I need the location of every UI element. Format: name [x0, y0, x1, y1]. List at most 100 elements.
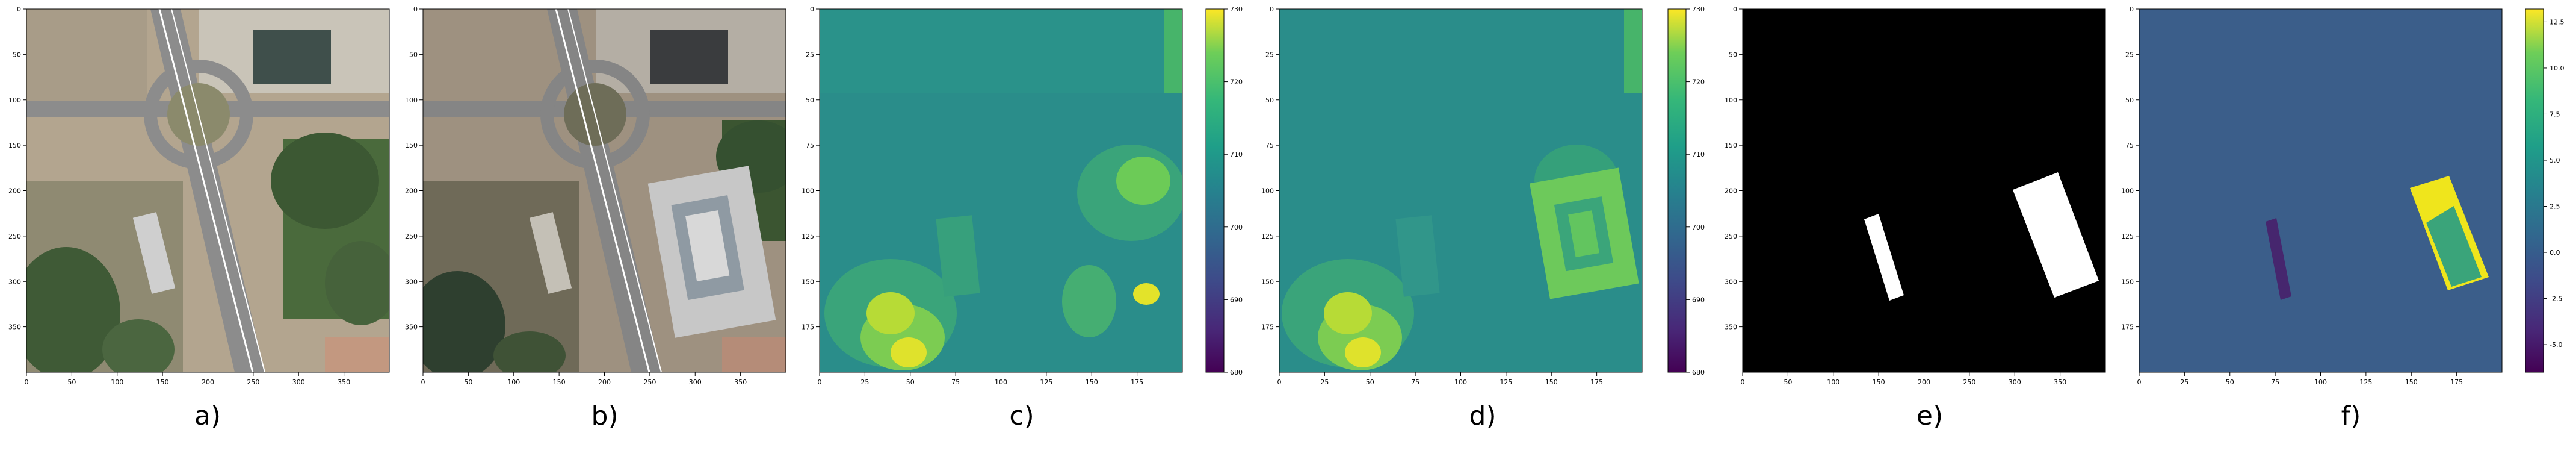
- panel-c-xtick-label: 75: [951, 378, 960, 386]
- panel-e-xtick-label: 250: [1963, 378, 1975, 386]
- panel-e-xtick-label: 150: [1873, 378, 1885, 386]
- panel-c-ytick-label: 50: [806, 96, 814, 104]
- panel-c-colorbar-label: 700: [1230, 223, 1243, 231]
- panel-e-ytick-label: 350: [1725, 323, 1737, 331]
- panel-e-xtick-label: 100: [1827, 378, 1839, 386]
- panel-b-axes: 0 50 100 150 200 250 300 350 0 50 100 150 200 250 300 3…: [405, 5, 747, 386]
- panel-d-colorbar-label: 710: [1692, 151, 1705, 158]
- panel-c-colorbar-label: 710: [1230, 151, 1243, 158]
- panel-f-colorbar-label: 10.0: [2550, 64, 2565, 72]
- panel-f-ytick-label: 175: [2121, 323, 2134, 331]
- panel-b-xtick-label: 300: [689, 378, 702, 386]
- panel-a-xtick-label: 50: [67, 378, 76, 386]
- panel-d-ytick-label: 125: [1261, 233, 1274, 240]
- panel-c-xtick-label: 50: [906, 378, 915, 386]
- panel-d-ytick-label: 0: [1270, 5, 1274, 13]
- panel-e-caption: e): [1917, 401, 1943, 431]
- panel-b-xtick-label: 200: [598, 378, 611, 386]
- panel-d-xtick-label: 75: [1411, 378, 1419, 386]
- panel-b-xtick-label: 50: [464, 378, 472, 386]
- panel-a-xtick-label: 200: [202, 378, 214, 386]
- panel-f-axes: 0 25 50 75 100 125 150 175 0 25 50 75 100 125 150 175: [2121, 5, 2463, 386]
- panel-d-ytick-label: 25: [1265, 51, 1274, 58]
- panel-f-colorbar-label: 0.0: [2550, 249, 2560, 257]
- panel-a-ytick-label: 50: [13, 51, 21, 58]
- panel-c-colorbar-label: 730: [1230, 5, 1243, 13]
- panel-a-xtick-label: 0: [25, 378, 29, 386]
- panel-d-colorbar-label: 700: [1692, 223, 1705, 231]
- panel-c-ytick-label: 150: [802, 278, 814, 286]
- panel-d-ytick-label: 50: [1265, 96, 1274, 104]
- panel-d-ytick-label: 150: [1261, 278, 1274, 286]
- panel-c-ytick-label: 175: [802, 323, 814, 331]
- panel-d-ytick-label: 75: [1265, 142, 1274, 149]
- panel-f-image: [2139, 9, 2502, 372]
- panel-a-ytick-label: 300: [8, 278, 21, 286]
- panel-e-ytick-label: 150: [1725, 142, 1737, 149]
- panel-b-ytick-label: 200: [405, 187, 418, 195]
- panel-e-image: [1743, 9, 2105, 372]
- panel-f-ytick-label: 100: [2121, 187, 2134, 195]
- panel-d-xtick-label: 175: [1590, 378, 1603, 386]
- panel-d-image: [1279, 9, 1642, 372]
- panel-f-ytick-label: 150: [2121, 278, 2134, 286]
- panel-e-ytick-label: 300: [1725, 278, 1737, 286]
- panel-d-ytick-label: 175: [1261, 323, 1274, 331]
- panel-c-xtick-label: 25: [860, 378, 869, 386]
- panel-f-colorbar-label: 5.0: [2550, 157, 2560, 164]
- panel-a-ytick-label: 100: [8, 96, 21, 104]
- panel-d-colorbar-label: 720: [1692, 78, 1705, 86]
- panel-b-xtick-label: 0: [421, 378, 425, 386]
- panel-a-image: [26, 9, 389, 372]
- panel-b-ytick-label: 350: [405, 323, 418, 331]
- panel-d-colorbar-ticks: 730 720 710 700 690 680: [1686, 5, 1705, 376]
- panel-f-xtick-label: 50: [2226, 378, 2234, 386]
- panel-d-xtick-label: 150: [1545, 378, 1558, 386]
- panel-e-axes: 0 50 100 150 200 250 300 350 0 50 100 150 200 250 300 3…: [1725, 5, 2066, 386]
- panel-c-colorbar-label: 690: [1230, 296, 1243, 304]
- panel-c-xtick-label: 100: [995, 378, 1007, 386]
- panel-d-xtick-label: 0: [1277, 378, 1282, 386]
- panel-f-colorbar-label: 2.5: [2550, 203, 2560, 211]
- panel-b-ytick-label: 300: [405, 278, 418, 286]
- panel-b-xtick-label: 350: [734, 378, 747, 386]
- panel-d-colorbar-label: 690: [1692, 296, 1705, 304]
- panel-a-ytick-label: 150: [8, 142, 21, 149]
- panel-a-ytick-label: 350: [8, 323, 21, 331]
- panel-f-ytick-label: 125: [2121, 233, 2134, 240]
- panel-f-xtick-label: 150: [2405, 378, 2418, 386]
- panel-d-xtick-label: 50: [1366, 378, 1374, 386]
- panel-d-colorbar: [1667, 8, 1687, 373]
- panel-d-colorbar-label: 730: [1692, 5, 1705, 13]
- panel-c-ytick-label: 75: [806, 142, 814, 149]
- panel-c-colorbar: [1205, 8, 1225, 373]
- panel-b-ytick-label: 100: [405, 96, 418, 104]
- panel-b-xtick-label: 150: [553, 378, 566, 386]
- panel-f-colorbar-label: -2.5: [2550, 295, 2562, 303]
- panel-f-xtick-label: 125: [2359, 378, 2372, 386]
- panel-c-image: [820, 9, 1182, 372]
- panel-c-xtick-label: 175: [1131, 378, 1143, 386]
- panel-d-ytick-label: 100: [1261, 187, 1274, 195]
- panel-a-xtick-label: 350: [338, 378, 350, 386]
- panel-b-caption: b): [591, 401, 618, 431]
- panel-f-xtick-label: 25: [2180, 378, 2188, 386]
- panel-b-ytick-label: 0: [413, 5, 418, 13]
- panel-b-ytick-label: 250: [405, 233, 418, 240]
- panel-b-xtick-label: 100: [507, 378, 520, 386]
- panel-f-ytick-label: 0: [2130, 5, 2134, 13]
- panel-f-xtick-label: 100: [2314, 378, 2327, 386]
- panel-e-ytick-label: 0: [1733, 5, 1737, 13]
- panel-d-xtick-label: 100: [1454, 378, 1467, 386]
- panel-b-ytick-label: 150: [405, 142, 418, 149]
- panel-b-ytick-label: 50: [409, 51, 418, 58]
- panel-c-colorbar-label: 720: [1230, 78, 1243, 86]
- panel-b-xtick-label: 250: [643, 378, 656, 386]
- panel-f-colorbar-label: 12.5: [2550, 18, 2565, 26]
- panel-f-ytick-label: 25: [2125, 51, 2134, 58]
- panel-e-xtick-label: 350: [2054, 378, 2066, 386]
- panel-c-ytick-label: 0: [810, 5, 814, 13]
- panel-c-colorbar-ticks: 730 720 710 700 690 680: [1224, 5, 1243, 376]
- panel-e-ytick-label: 50: [1729, 51, 1737, 58]
- panel-a-xtick-label: 100: [111, 378, 123, 386]
